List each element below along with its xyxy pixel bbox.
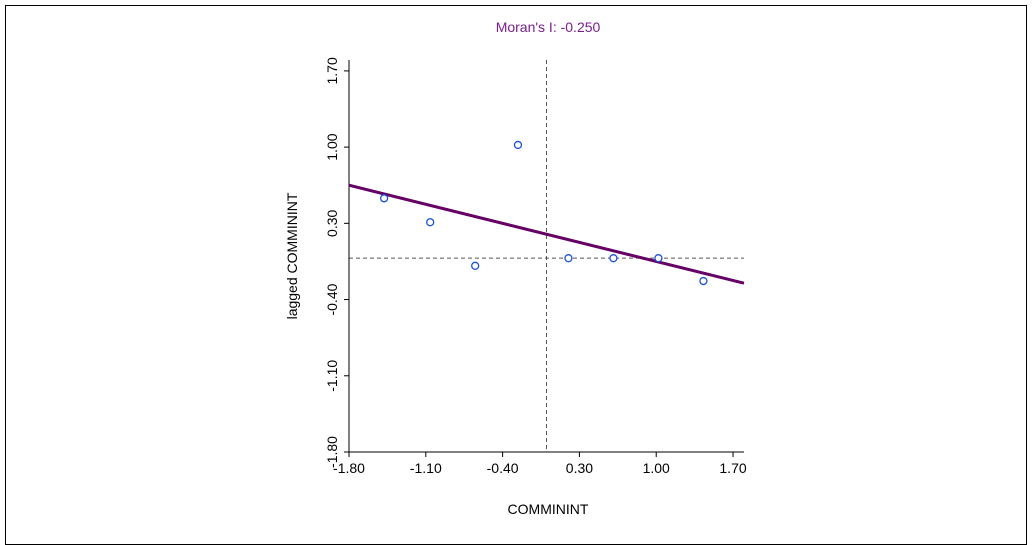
y-tick-label: 1.70 [324,57,340,84]
data-point [699,276,708,286]
chart-title: Moran's I: -0.250 [496,19,601,35]
y-axis-ticks: -1.80 -1.10 -0.40 0.30 1.00 1.70 [324,57,349,468]
x-tick-label: 1.00 [643,460,670,476]
y-tick-label: -1.10 [324,360,340,392]
data-point [513,140,523,150]
y-tick-label: -1.80 [324,436,340,468]
data-point [654,254,663,263]
y-tick-label: 1.00 [324,133,340,160]
x-axis-title: COMMININT [508,501,589,517]
x-axis-ticks: -1.80 -1.10 -0.40 0.30 1.00 1.70 [333,452,747,476]
data-point [379,194,389,203]
y-axis-title: lagged COMMININT [284,192,300,319]
moran-scatter-plot: Moran's I: -0.250 -1.80 -1.10 -0.40 0.30 1.0… [284,19,747,517]
y-tick-label: -0.40 [324,283,340,315]
reference-lines [349,60,744,452]
data-point [564,254,573,263]
x-tick-label: 0.30 [566,460,593,476]
y-tick-label: 0.30 [324,209,340,236]
x-tick-label: -1.80 [333,460,365,476]
regression-line [348,183,745,285]
data-points [379,140,708,286]
data-point [426,218,435,227]
x-tick-label: -1.10 [410,460,442,476]
data-point [609,254,618,263]
regression-line-group [348,183,745,285]
data-point [471,261,480,270]
x-tick-label: 1.70 [719,460,746,476]
x-tick-label: -0.40 [487,460,519,476]
